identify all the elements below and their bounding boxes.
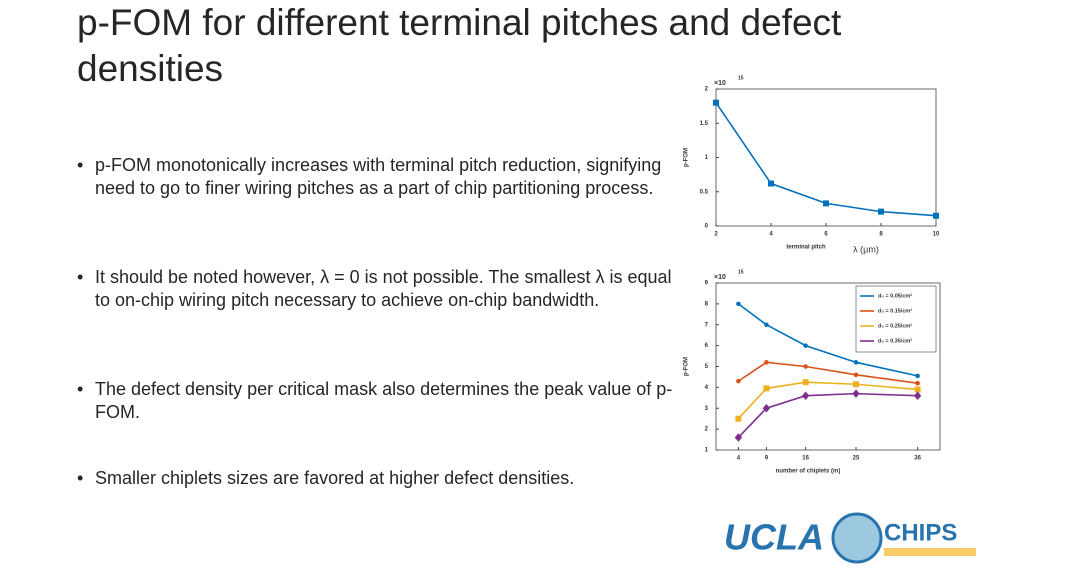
legend-label: d₀ = 0.15/cm² [878,307,912,314]
marker [853,360,859,365]
bullet-text: Smaller chiplets sizes are favored at hi… [95,468,575,488]
x-tick-label: 36 [914,456,921,462]
logo-chips: CHIPS [884,519,957,546]
marker [913,391,922,400]
y-tick-label: 6 [705,343,709,349]
logo-ucla: UCLA [724,517,824,558]
y-tick-label: 2 [705,427,709,433]
marker [764,360,769,365]
marker [736,378,741,384]
bullet-text: p-FOM monotonically increases with termi… [95,155,662,198]
marker [852,389,860,398]
marker [734,433,743,442]
x-tick-label: 25 [853,456,860,462]
y-axis-label: p-FOM [684,148,690,167]
y-tick-label: 9 [705,281,709,287]
multiplier: ×10 [714,274,726,281]
marker [878,208,884,215]
multiplier-exponent: 15 [738,75,744,81]
x-axis-label: terminal pitch [786,245,826,251]
marker [853,381,859,388]
marker [933,212,939,219]
y-tick-label: 7 [705,322,709,328]
y-tick-label: 8 [705,301,709,307]
multiplier-exponent: 15 [738,269,744,275]
x-tick-label: 8 [879,232,883,238]
series-line [737,361,918,384]
x-tick-label: 4 [737,456,741,462]
marker [735,415,742,422]
y-tick-label: 0.5 [700,189,709,195]
y-tick-label: 3 [705,406,709,412]
marker [802,379,809,386]
y-tick-label: 4 [705,385,709,391]
bullet: Smaller chiplets sizes are favored at hi… [77,467,677,490]
marker [803,343,808,348]
multiplier: ×10 [714,80,726,87]
x-tick-label: 4 [769,232,773,238]
series-line [715,102,937,217]
y-tick-label: 0 [705,224,709,230]
y-tick-label: 1.5 [700,121,709,127]
x-tick-label: 9 [765,456,769,462]
marker [763,385,770,392]
marker [736,301,741,307]
x-tick-label: 2 [714,232,718,238]
y-tick-label: 1 [705,448,709,454]
marker [915,373,920,379]
slide-title: p-FOM for different terminal pitches and… [77,2,842,89]
x-axis-label: number of chiplets (m) [776,469,841,475]
marker [915,380,920,386]
bullet: p-FOM monotonically increases with termi… [77,154,677,200]
bullet: The defect density per critical mask als… [77,378,677,424]
logo-globe [831,512,883,564]
logo: UCLA CHIPS [724,512,976,564]
y-tick-label: 1 [705,155,709,161]
marker [823,200,829,207]
legend-label: d₀ = 0.05/cm² [878,292,912,299]
x-tick-label: 16 [802,456,809,462]
marker [762,403,771,413]
bullet-text: It should be noted however, λ = 0 is not… [95,267,672,310]
bullet: It should be noted however, λ = 0 is not… [77,266,677,312]
x-axis-symbol: λ (μm) [853,244,879,254]
legend-label: d₀ = 0.35/cm² [878,337,912,344]
marker [713,99,719,106]
y-tick-label: 5 [705,364,709,370]
marker [853,372,859,378]
marker [801,391,810,400]
marker [768,180,774,187]
x-tick-label: 10 [933,232,940,238]
legend-label: d₀ = 0.25/cm² [878,322,912,329]
x-tick-label: 6 [824,232,828,238]
bullet-text: The defect density per critical mask als… [95,379,673,422]
y-tick-label: 2 [705,87,709,93]
marker [914,386,921,393]
logo-strip [884,548,976,556]
marker [803,364,808,369]
marker [764,322,769,328]
y-axis-label: p-FOM [684,357,690,376]
series-line [737,392,918,439]
